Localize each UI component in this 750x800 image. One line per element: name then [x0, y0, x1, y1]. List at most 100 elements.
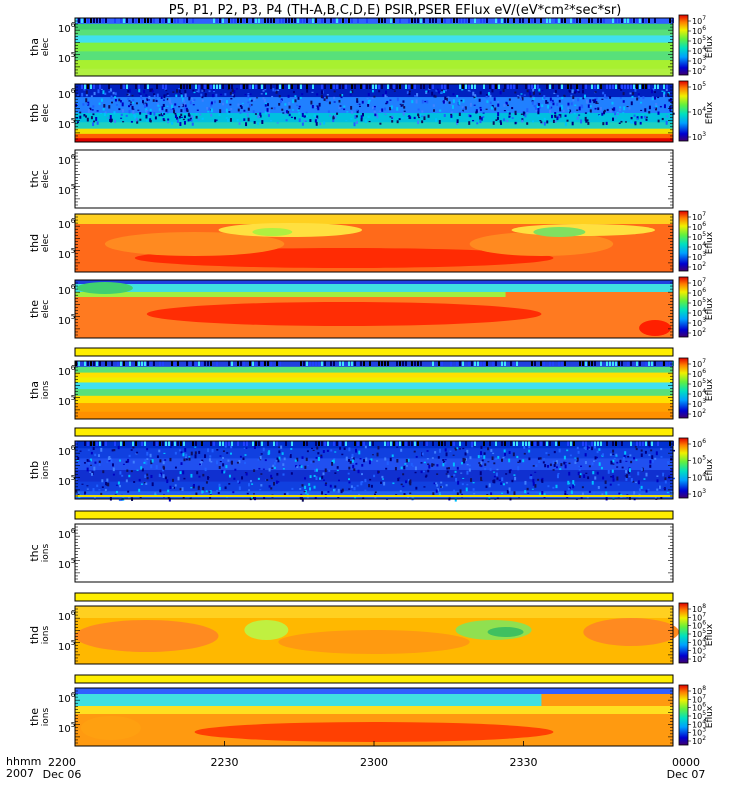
colorbar-tick-label: 103 — [692, 727, 706, 738]
panel-label: thd ions — [28, 625, 51, 644]
panel-thc-elec: 106 105 thc elec — [28, 149, 674, 209]
colorbar-tick-label: 104 — [692, 471, 706, 482]
y-tick-exponent: 6 — [71, 609, 76, 617]
colorbar-tick-exponent: 6 — [702, 25, 706, 32]
colorbar-label: Eflux — [705, 231, 715, 254]
colorbar-tick-exponent: 7 — [702, 211, 706, 218]
colorbar-tick-label: 104 — [692, 106, 706, 117]
colorbar-tick-exponent: 3 — [702, 398, 706, 405]
panel-label: the elec — [28, 300, 51, 319]
colorbar-tick-label: 106 — [692, 702, 706, 713]
colorbar-tick-label: 104 — [692, 307, 706, 318]
colorbar-tick-exponent: 7 — [702, 277, 706, 284]
panel-frame — [74, 149, 674, 209]
panel-probe-label: thb — [28, 104, 41, 122]
colorbar-tick-exponent: 5 — [702, 628, 706, 635]
colorbar-label: Eflux — [705, 458, 715, 481]
yellow-strip — [74, 592, 674, 602]
panel-label: the ions — [28, 707, 51, 726]
colorbar-tick-exponent: 2 — [702, 65, 706, 72]
colorbar-tick-exponent: 7 — [702, 611, 706, 618]
colorbar-tick-label: 106 — [692, 221, 706, 232]
colorbar-tick-label: 104 — [692, 718, 706, 729]
colorbar-tick-exponent: 4 — [702, 718, 706, 725]
y-tick-exponent: 6 — [71, 527, 76, 535]
panel-species-label: elec — [41, 300, 51, 319]
time-tick-label: 2200 — [48, 756, 76, 769]
colorbar-tick-label: 106 — [692, 438, 706, 449]
colorbar-tick-label: 107 — [692, 211, 706, 222]
y-tick-label: 106 — [58, 21, 76, 35]
colorbar-tick-label: 102 — [692, 327, 706, 338]
y-tick-label: 106 — [58, 87, 76, 101]
colorbar-tick-exponent: 3 — [702, 131, 706, 138]
colorbar-tick-label: 104 — [692, 636, 706, 647]
y-tick-label: 105 — [58, 639, 75, 653]
colorbar-tick-exponent: 4 — [702, 388, 706, 395]
y-tick-label: 106 — [58, 609, 76, 623]
colorbar-tick-exponent: 3 — [702, 727, 706, 734]
colorbar-tick-label: 107 — [692, 611, 706, 622]
colorbar-tick-exponent: 5 — [702, 378, 706, 385]
y-tick-label: 105 — [58, 183, 75, 197]
colorbar-tick-exponent: 4 — [702, 307, 706, 314]
colorbar-label: Eflux — [705, 623, 715, 646]
colorbar-tick-label: 103 — [692, 488, 706, 499]
y-tick-exponent: 6 — [71, 153, 76, 161]
panel-probe-label: tha — [28, 38, 41, 56]
colorbar-tick-label: 105 — [692, 297, 706, 308]
y-tick-exponent: 5 — [71, 474, 75, 482]
colorbar-tick-label: 106 — [692, 287, 706, 298]
panel-species-label: ions — [41, 625, 51, 644]
colorbar-tick-label: 103 — [692, 131, 706, 142]
y-tick-label: 106 — [58, 217, 76, 231]
colorbar-tick-exponent: 3 — [702, 55, 706, 62]
colorbar-tick-exponent: 8 — [702, 685, 706, 692]
date-label-end: Dec 07 — [667, 768, 706, 781]
colorbar-tick-exponent: 7 — [702, 15, 706, 22]
panel-species-label: ions — [41, 460, 51, 479]
y-tick-exponent: 5 — [71, 313, 75, 321]
colorbar-tick-label: 103 — [692, 398, 706, 409]
time-tick-label: 2330 — [510, 756, 538, 769]
colorbar-tick-label: 105 — [692, 35, 706, 46]
colorbar-tick-label: 104 — [692, 45, 706, 56]
colorbar-tick-exponent: 7 — [702, 693, 706, 700]
panel-species-label: ions — [41, 707, 51, 726]
y-tick-exponent: 6 — [71, 444, 76, 452]
colorbar-tick-label: 107 — [692, 358, 706, 369]
colorbar-tick-exponent: 7 — [702, 358, 706, 365]
panel-species-label: elec — [41, 234, 51, 253]
y-tick-label: 105 — [58, 51, 75, 65]
colorbar-tick-exponent: 3 — [702, 317, 706, 324]
panel-thb-ions: 106 105 thb ions 106 105 104 103 Eflux — [28, 427, 715, 502]
panel-probe-label: thc — [28, 544, 41, 561]
panel-species-label: elec — [41, 170, 51, 189]
y-tick-label: 106 — [58, 691, 76, 705]
colorbar-label: Eflux — [705, 378, 715, 401]
panel-frame — [74, 523, 674, 583]
panel-probe-label: thc — [28, 170, 41, 187]
colorbar-tick-exponent: 6 — [702, 368, 706, 375]
time-axis: hhmm 2007 2200 2230 2300 2330 0000 Dec 06 Dec … — [6, 741, 705, 781]
colorbar-tick-label: 102 — [692, 735, 706, 746]
colorbar-tick-exponent: 3 — [702, 645, 706, 652]
panel-species-label: elec — [41, 104, 51, 123]
colorbar-tick-label: 102 — [692, 261, 706, 272]
colorbar-tick-exponent: 6 — [702, 620, 706, 627]
y-tick-exponent: 5 — [71, 117, 75, 125]
y-tick-exponent: 5 — [71, 394, 75, 402]
colorbar-tick-label: 104 — [692, 388, 706, 399]
colorbar-tick-exponent: 5 — [702, 710, 706, 717]
colorbar-tick-label: 106 — [692, 620, 706, 631]
